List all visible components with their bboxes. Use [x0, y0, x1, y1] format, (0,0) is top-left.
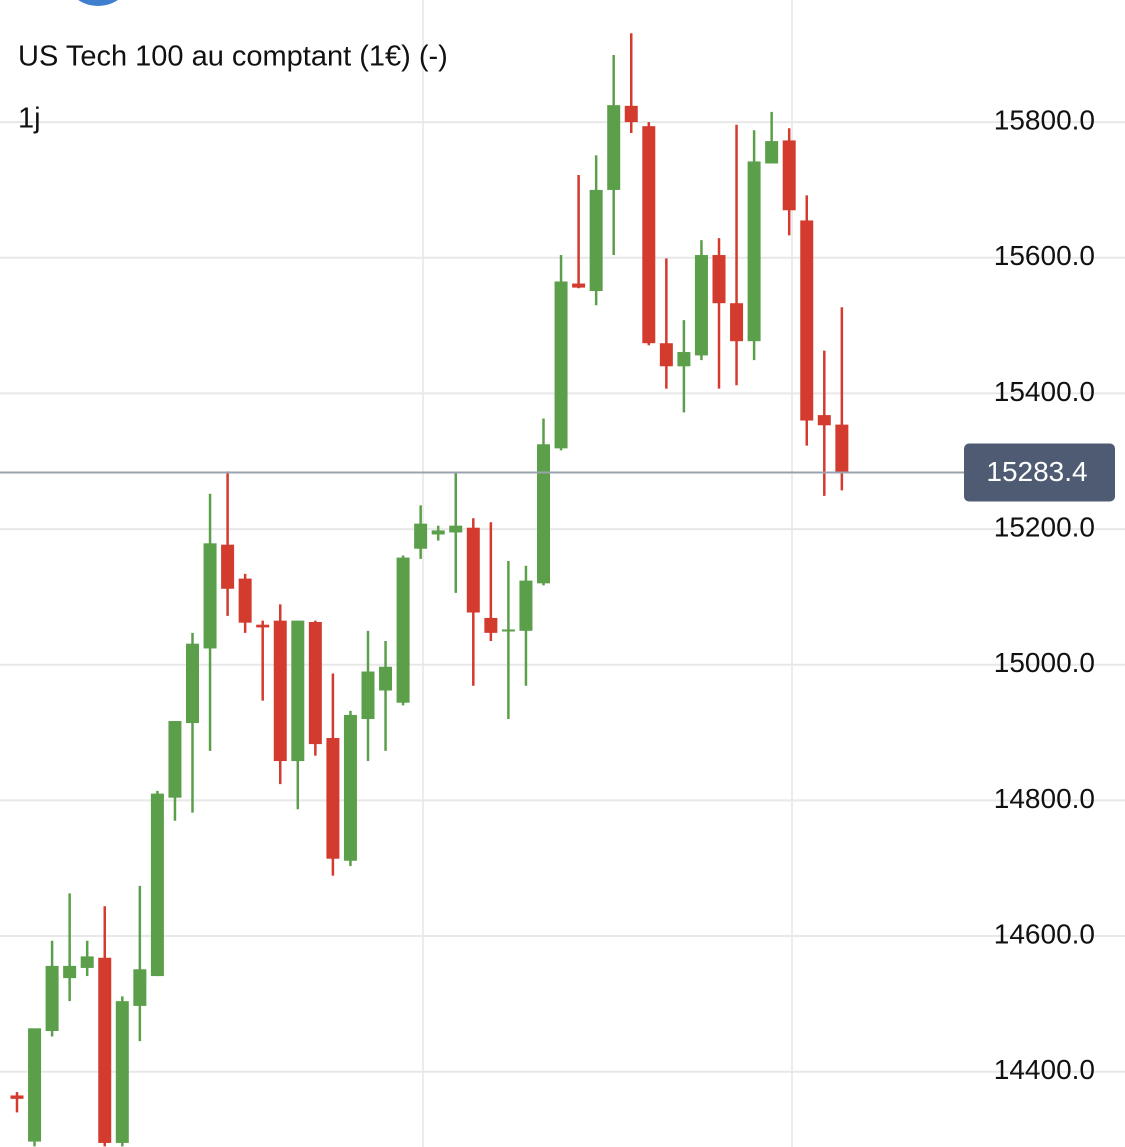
candle-body — [677, 352, 691, 367]
candle-body — [63, 965, 77, 979]
candle-body — [361, 671, 375, 719]
candle-body — [133, 969, 147, 1006]
candle-body — [291, 620, 305, 762]
last-price-label: 15283.4 — [986, 456, 1087, 487]
last-price-box — [964, 443, 1115, 502]
y-tick-label: 14800.0 — [994, 783, 1095, 814]
candle-body — [572, 283, 586, 288]
candle-body — [765, 141, 779, 164]
candle-body — [817, 415, 831, 426]
candle-body — [343, 714, 357, 861]
y-tick-label: 14400.0 — [994, 1054, 1095, 1085]
candle-body — [607, 105, 621, 190]
interval: 1j — [18, 103, 41, 135]
candle-body — [501, 629, 515, 632]
chart-title: US Tech 100 au comptant (1€) (-) — [18, 41, 448, 73]
candle-body — [694, 255, 708, 356]
candle-body — [203, 543, 217, 649]
candle-body — [554, 281, 568, 449]
candle-body — [466, 527, 480, 613]
candle-body — [642, 126, 656, 344]
y-tick-label: 15600.0 — [994, 240, 1095, 271]
candle-body — [80, 956, 94, 968]
candle-body — [308, 621, 322, 745]
overlay: 15283.4 — [0, 443, 1115, 502]
candle-body — [168, 721, 182, 798]
logo — [78, 0, 118, 6]
candle-body — [98, 957, 112, 1143]
y-tick-label: 15800.0 — [994, 104, 1095, 135]
candle-body — [589, 189, 603, 291]
candle-body — [10, 1095, 24, 1099]
candle-body — [782, 140, 796, 211]
candle-body — [712, 255, 726, 304]
candle-body — [28, 1028, 42, 1142]
candle-body — [659, 343, 673, 367]
candle-body — [45, 965, 59, 1032]
y-tick-label: 15000.0 — [994, 647, 1095, 678]
candle-body — [115, 1001, 129, 1143]
candle-body — [730, 303, 744, 342]
candle-body — [519, 580, 533, 631]
candle-body — [396, 557, 410, 703]
y-tick-label: 14600.0 — [994, 918, 1095, 949]
candle-body — [150, 793, 164, 977]
grid: 14400.0 14600.0 14800.0 15000.0 15200.0 15400… — [0, 104, 1125, 1085]
candle-body — [326, 737, 340, 859]
candle-body — [484, 617, 498, 633]
y-tick-label: 15400.0 — [994, 376, 1095, 407]
candle-body — [379, 666, 393, 691]
candle-body — [414, 523, 428, 549]
candle-body — [273, 620, 287, 762]
candle-body — [800, 220, 814, 421]
candle-body — [624, 105, 638, 123]
candle-body — [256, 624, 270, 628]
y-tick-label: 15200.0 — [994, 511, 1095, 542]
candle-body — [238, 578, 252, 623]
candle-body — [431, 530, 445, 535]
candle-body — [186, 643, 199, 724]
candles — [10, 33, 849, 1147]
candle-body — [449, 525, 463, 533]
candle-body — [747, 161, 761, 342]
candle-body — [221, 544, 235, 589]
candle-body — [537, 444, 550, 584]
candle-body — [835, 424, 849, 473]
